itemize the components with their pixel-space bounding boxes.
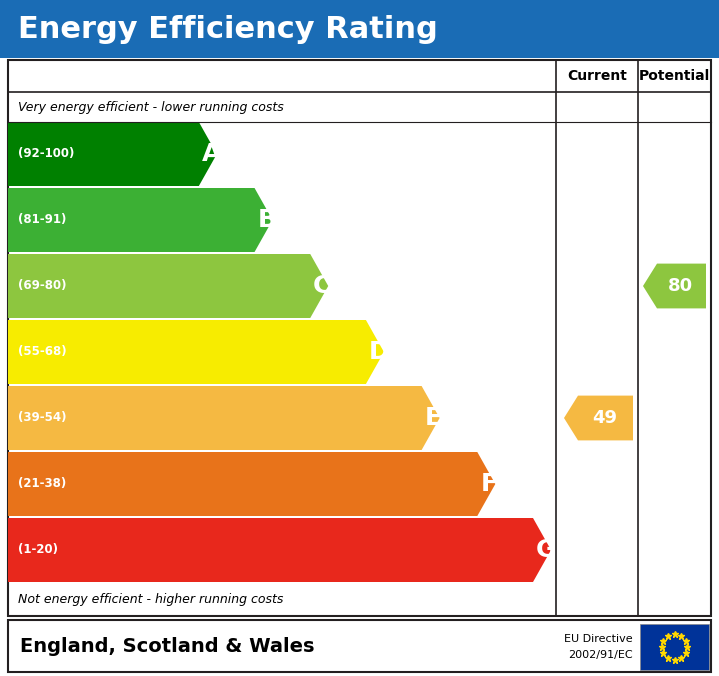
Text: C: C — [313, 274, 331, 298]
Text: Very energy efficient - lower running costs: Very energy efficient - lower running co… — [18, 101, 284, 114]
Text: E: E — [425, 406, 441, 430]
Bar — [640, 624, 709, 670]
Text: (55-68): (55-68) — [18, 345, 67, 358]
Bar — [0, 0, 719, 58]
Text: B: B — [257, 208, 277, 232]
Text: (39-54): (39-54) — [18, 412, 66, 425]
Text: (1-20): (1-20) — [18, 544, 58, 556]
Polygon shape — [8, 320, 384, 384]
Text: Current: Current — [567, 69, 627, 83]
Bar — [8, 620, 711, 672]
Text: Energy Efficiency Rating: Energy Efficiency Rating — [18, 14, 438, 43]
Text: 80: 80 — [668, 277, 693, 295]
Text: F: F — [480, 472, 498, 496]
Text: EU Directive: EU Directive — [564, 634, 633, 644]
Text: England, Scotland & Wales: England, Scotland & Wales — [20, 637, 314, 656]
Text: 49: 49 — [592, 409, 617, 427]
Polygon shape — [8, 518, 551, 582]
Polygon shape — [643, 264, 706, 308]
Bar — [8, 60, 711, 616]
Text: (69-80): (69-80) — [18, 279, 66, 293]
Polygon shape — [8, 254, 329, 318]
Text: Potential: Potential — [639, 69, 710, 83]
Polygon shape — [564, 395, 633, 440]
Text: Not energy efficient - higher running costs: Not energy efficient - higher running co… — [18, 594, 283, 606]
Polygon shape — [8, 386, 439, 450]
Polygon shape — [8, 122, 217, 186]
Text: (92-100): (92-100) — [18, 147, 74, 160]
Text: D: D — [369, 340, 390, 364]
Text: 2002/91/EC: 2002/91/EC — [569, 650, 633, 660]
Text: (21-38): (21-38) — [18, 477, 66, 491]
Polygon shape — [8, 452, 495, 516]
Text: A: A — [202, 142, 221, 166]
Text: (81-91): (81-91) — [18, 214, 66, 226]
Polygon shape — [8, 188, 273, 252]
Text: G: G — [536, 538, 557, 562]
